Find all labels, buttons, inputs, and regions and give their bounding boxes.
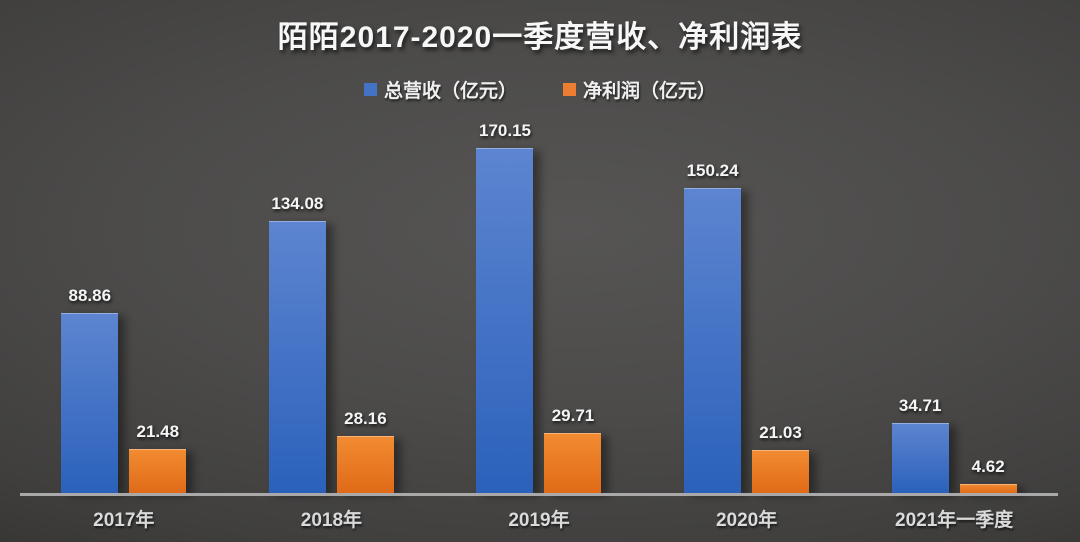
- bar-profit: [544, 433, 602, 493]
- x-axis-line: [20, 493, 1058, 496]
- category-axis: 2017年 2018年 2019年 2020年 2021年一季度: [20, 505, 1058, 532]
- bar-revenue: [268, 221, 326, 493]
- bar-cell-profit: 21.03: [752, 423, 810, 493]
- bar-cell-revenue: 88.86: [61, 286, 119, 493]
- plot-area: 88.86 21.48 134.08 28.16 170.15 29.71 150.24 21…: [20, 44, 1058, 531]
- bar-revenue: [476, 148, 534, 493]
- value-label-revenue: 150.24: [686, 161, 739, 180]
- bar-cell-revenue: 170.15: [476, 121, 534, 493]
- legend-label: 净利润（亿元）: [583, 81, 717, 102]
- category-label: 2018年: [300, 510, 363, 531]
- bar-cell-profit: 28.16: [336, 409, 394, 493]
- bar-cell-profit: 29.71: [544, 406, 602, 493]
- bar-profit: [129, 449, 187, 493]
- bar-revenue: [891, 423, 949, 493]
- value-label-profit: 21.03: [759, 423, 802, 442]
- bar-profit: [959, 484, 1017, 493]
- value-label-revenue: 88.86: [68, 286, 112, 305]
- value-label-revenue: 134.08: [271, 194, 324, 213]
- legend: 总营收（亿元） 净利润（亿元）: [0, 76, 1080, 103]
- legend-swatch-icon: [563, 83, 576, 96]
- value-label-revenue: 170.15: [478, 121, 531, 140]
- bar-group: 150.24 21.03: [643, 161, 851, 493]
- legend-label: 总营收（亿元）: [383, 81, 517, 102]
- value-label-profit: 28.16: [344, 409, 387, 428]
- bar-group: 170.15 29.71: [435, 121, 643, 493]
- bar-profit: [752, 450, 810, 493]
- category-label: 2017年: [93, 510, 155, 531]
- bar-revenue: [684, 188, 742, 493]
- bar-group: 34.71 4.62: [850, 396, 1058, 493]
- value-label-profit: 29.71: [551, 406, 595, 425]
- bar-group: 134.08 28.16: [228, 194, 436, 493]
- value-label-revenue: 34.71: [898, 396, 942, 415]
- bar-cell-revenue: 134.08: [268, 194, 326, 493]
- bar-group: 88.86 21.48: [20, 286, 228, 493]
- bar-cell-profit: 21.48: [129, 422, 187, 493]
- category-label: 2020年: [715, 510, 778, 531]
- bar-groups: 88.86 21.48 134.08 28.16 170.15 29.71 150.24 21…: [20, 121, 1058, 493]
- value-label-profit: 21.48: [136, 422, 180, 441]
- bar-revenue: [61, 313, 119, 493]
- bar-cell-revenue: 150.24: [684, 161, 742, 493]
- category-label: 2019年: [508, 510, 570, 531]
- legend-item-profit: 净利润（亿元）: [563, 76, 716, 103]
- bar-profit: [336, 436, 394, 493]
- chart-title: 陌陌2017-2020一季度营收、净利润表: [277, 21, 803, 54]
- bar-cell-profit: 4.62: [959, 457, 1017, 493]
- legend-swatch-icon: [363, 83, 377, 96]
- category-label: 2021年一季度: [895, 510, 1014, 531]
- legend-item-revenue: 总营收（亿元）: [363, 76, 517, 103]
- value-label-profit: 4.62: [971, 457, 1005, 476]
- bar-cell-revenue: 34.71: [891, 396, 949, 493]
